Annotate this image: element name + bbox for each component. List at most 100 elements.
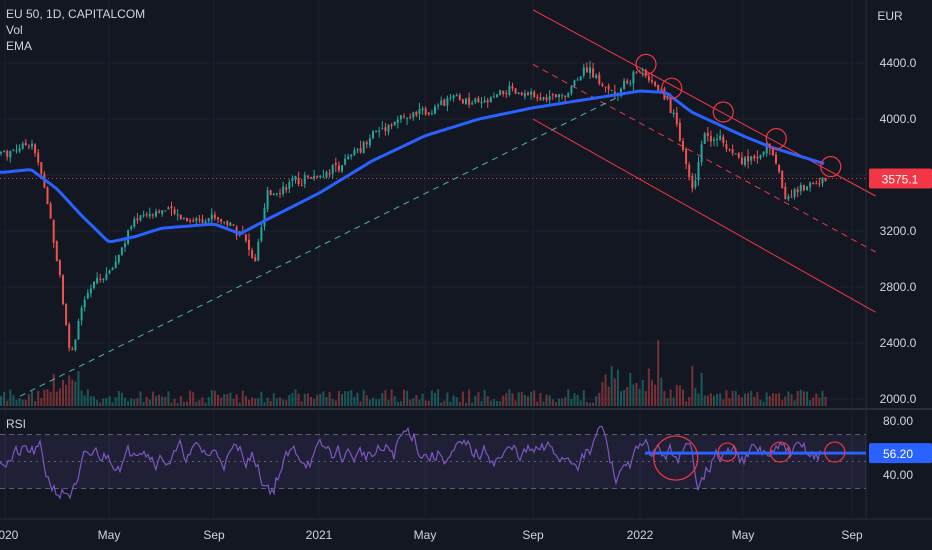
candle-body: [353, 150, 356, 155]
volume-bar: [734, 391, 737, 406]
volume-bar: [226, 394, 229, 406]
candle-body: [502, 90, 505, 95]
volume-bar: [669, 389, 672, 406]
candle-body: [27, 146, 30, 148]
candle-body: [734, 153, 737, 155]
volume-bar: [111, 402, 114, 406]
candle-body: [461, 99, 464, 104]
candle-body: [740, 157, 743, 164]
volume-bar: [145, 396, 148, 406]
volume-bar: [700, 372, 703, 406]
volume-bar: [347, 391, 350, 406]
candle-body: [272, 193, 275, 196]
candle-body: [186, 217, 188, 221]
volume-bar: [663, 391, 666, 406]
candle-body: [573, 80, 576, 86]
volume-bar: [71, 379, 74, 406]
candle-body: [533, 91, 536, 97]
candle-body: [114, 261, 117, 268]
volume-bar: [750, 391, 753, 406]
candle-body: [55, 241, 58, 262]
price-tick-label: 4000.0: [880, 112, 917, 126]
ema-line: [0, 89, 825, 244]
candle-body: [799, 184, 802, 192]
candle-body: [198, 218, 201, 220]
symbol-title[interactable]: EU 50, 1D, CAPITALCOM: [6, 7, 146, 21]
volume-bar: [802, 391, 805, 406]
volume-bar: [790, 394, 793, 406]
volume-bar: [775, 393, 777, 406]
volume-bar: [83, 395, 86, 406]
candle-body: [192, 220, 195, 222]
candle-body: [651, 80, 653, 82]
candle-body: [12, 149, 15, 151]
volume-legend[interactable]: Vol: [6, 23, 23, 37]
volume-bar: [192, 392, 195, 406]
candle-body: [778, 164, 781, 172]
volume-bar: [542, 401, 545, 406]
rsi-touch-circle: [653, 435, 699, 481]
time-tick-label: May: [414, 528, 437, 542]
volume-bar: [204, 402, 207, 406]
candle-body: [455, 95, 458, 97]
candle-body: [632, 71, 635, 84]
volume-bar: [809, 400, 812, 406]
candle-body: [331, 164, 334, 174]
candle-body: [285, 187, 288, 190]
candle-body: [514, 88, 517, 94]
candle-body: [378, 130, 381, 132]
candle-body: [719, 135, 722, 140]
volume-bar: [527, 396, 529, 406]
volume-bar: [155, 396, 157, 406]
ema-legend[interactable]: EMA: [6, 39, 33, 53]
candle-body: [142, 214, 145, 216]
candle-body: [561, 95, 564, 97]
volume-bar: [334, 400, 337, 406]
candle-body: [248, 239, 250, 250]
volume-bar: [437, 389, 440, 406]
volume-bar: [499, 401, 502, 406]
volume-bar: [610, 366, 613, 406]
volume-bar: [452, 395, 455, 406]
candle-body: [31, 143, 33, 147]
volume-bar: [688, 397, 691, 406]
candle-body: [77, 320, 80, 340]
candle-body: [120, 247, 123, 256]
candle-body: [347, 156, 350, 159]
time-tick-label: May: [732, 528, 755, 542]
candle-body: [158, 211, 161, 213]
candle-body: [564, 96, 567, 98]
candle-body: [49, 203, 52, 219]
volume-bar: [235, 394, 238, 406]
candle-body: [728, 149, 731, 151]
candle-body: [21, 143, 24, 149]
volume-bar: [365, 395, 368, 406]
volume-bar: [244, 395, 247, 406]
volume-bar: [396, 401, 399, 406]
candle-body: [427, 112, 430, 115]
volume-bar: [254, 398, 257, 406]
candle-body: [440, 100, 443, 106]
volume-bar: [263, 402, 266, 406]
volume-bar: [189, 390, 192, 406]
volume-bar: [703, 395, 706, 406]
volume-bar: [182, 401, 185, 406]
candle-body: [809, 182, 812, 188]
candle-body: [657, 84, 660, 92]
volume-bar: [759, 399, 762, 406]
candle-body: [207, 218, 210, 222]
volume-bar: [613, 378, 616, 406]
volume-bar: [762, 401, 765, 406]
candle-body: [592, 68, 595, 78]
candle-body: [744, 157, 746, 166]
volume-bar: [52, 373, 55, 406]
volume-bar: [117, 391, 120, 406]
volume-bar: [474, 395, 477, 406]
candle-body: [161, 210, 164, 214]
candle-body: [781, 170, 784, 189]
candle-body: [449, 97, 452, 99]
volume-bar: [446, 392, 449, 406]
rsi-legend[interactable]: RSI: [6, 417, 27, 431]
candle-body: [356, 149, 359, 151]
